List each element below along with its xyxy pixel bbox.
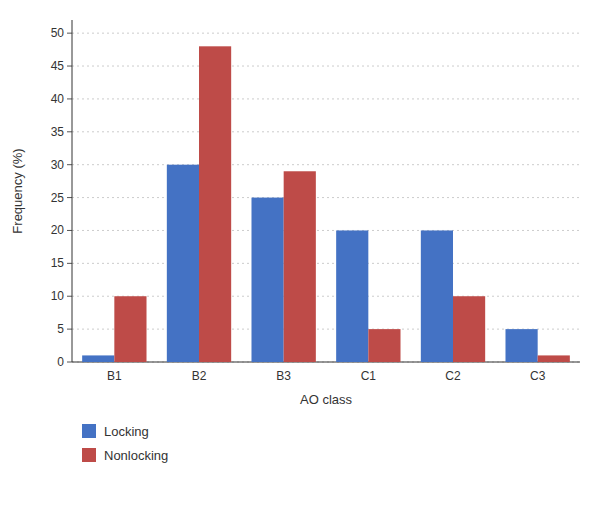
x-tick-label: C3 bbox=[530, 369, 546, 383]
y-axis-line bbox=[72, 20, 73, 362]
y-tick bbox=[67, 98, 72, 99]
y-tick bbox=[67, 33, 72, 34]
grid-line bbox=[72, 98, 580, 99]
y-tick-label: 15 bbox=[51, 256, 65, 270]
bar bbox=[284, 171, 316, 362]
grid-line bbox=[72, 66, 580, 67]
y-tick-label: 0 bbox=[57, 355, 64, 369]
y-tick-label: 45 bbox=[51, 59, 65, 73]
bar bbox=[421, 230, 453, 362]
x-tick-label: B1 bbox=[107, 369, 122, 383]
x-tick-label: C2 bbox=[445, 369, 461, 383]
bar bbox=[368, 329, 400, 362]
bar bbox=[199, 46, 231, 362]
x-tick-label: B3 bbox=[276, 369, 291, 383]
y-tick bbox=[67, 329, 72, 330]
bars bbox=[82, 46, 570, 362]
bar bbox=[114, 296, 146, 362]
bar bbox=[505, 329, 537, 362]
x-tick-label: C1 bbox=[361, 369, 377, 383]
y-tick-label: 30 bbox=[51, 158, 65, 172]
grid-line bbox=[72, 131, 580, 132]
y-tick-label: 40 bbox=[51, 92, 65, 106]
legend-label: Locking bbox=[104, 424, 149, 439]
y-tick-label: 20 bbox=[51, 223, 65, 237]
bar bbox=[167, 165, 199, 362]
grid bbox=[72, 33, 580, 362]
y-tick bbox=[67, 263, 72, 264]
y-tick-label: 5 bbox=[57, 322, 64, 336]
x-axis-title: AO class bbox=[300, 392, 353, 407]
bar bbox=[336, 230, 368, 362]
y-tick bbox=[67, 164, 72, 165]
chart-svg: 0 5 10 15 20 25 30 35 40 45 50 B1 B2 B3 C1 C2 C3 AO class… bbox=[0, 0, 600, 511]
y-tick bbox=[67, 362, 72, 363]
y-tick-label: 35 bbox=[51, 125, 65, 139]
y-tick-label: 10 bbox=[51, 289, 65, 303]
legend-swatch bbox=[82, 448, 96, 462]
y-tick bbox=[67, 66, 72, 67]
grid-line bbox=[72, 263, 580, 264]
grid-line bbox=[72, 164, 580, 165]
legend-label: Nonlocking bbox=[104, 448, 168, 463]
chart-container: 0 5 10 15 20 25 30 35 40 45 50 B1 B2 B3 C1 C2 C3 AO class… bbox=[0, 0, 600, 511]
legend-swatch bbox=[82, 424, 96, 438]
bar bbox=[538, 355, 570, 362]
grid-line bbox=[72, 33, 580, 34]
grid-line bbox=[72, 362, 580, 363]
y-tick bbox=[67, 197, 72, 198]
axes: 0 5 10 15 20 25 30 35 40 45 50 B1 B2 B3 C1 C2 C3 bbox=[51, 20, 580, 383]
y-axis-title: Frequency (%) bbox=[10, 148, 25, 233]
grid-line bbox=[72, 329, 580, 330]
bar bbox=[453, 296, 485, 362]
legend: Locking Nonlocking bbox=[82, 424, 168, 463]
y-tick bbox=[67, 296, 72, 297]
y-tick-label: 50 bbox=[51, 26, 65, 40]
y-tick bbox=[67, 230, 72, 231]
grid-line bbox=[72, 197, 580, 198]
x-tick-label: B2 bbox=[192, 369, 207, 383]
grid-line bbox=[72, 230, 580, 231]
y-tick bbox=[67, 131, 72, 132]
y-tick-label: 25 bbox=[51, 191, 65, 205]
bar bbox=[251, 198, 283, 362]
x-axis-line bbox=[72, 362, 580, 363]
grid-line bbox=[72, 296, 580, 297]
bar bbox=[82, 355, 114, 362]
